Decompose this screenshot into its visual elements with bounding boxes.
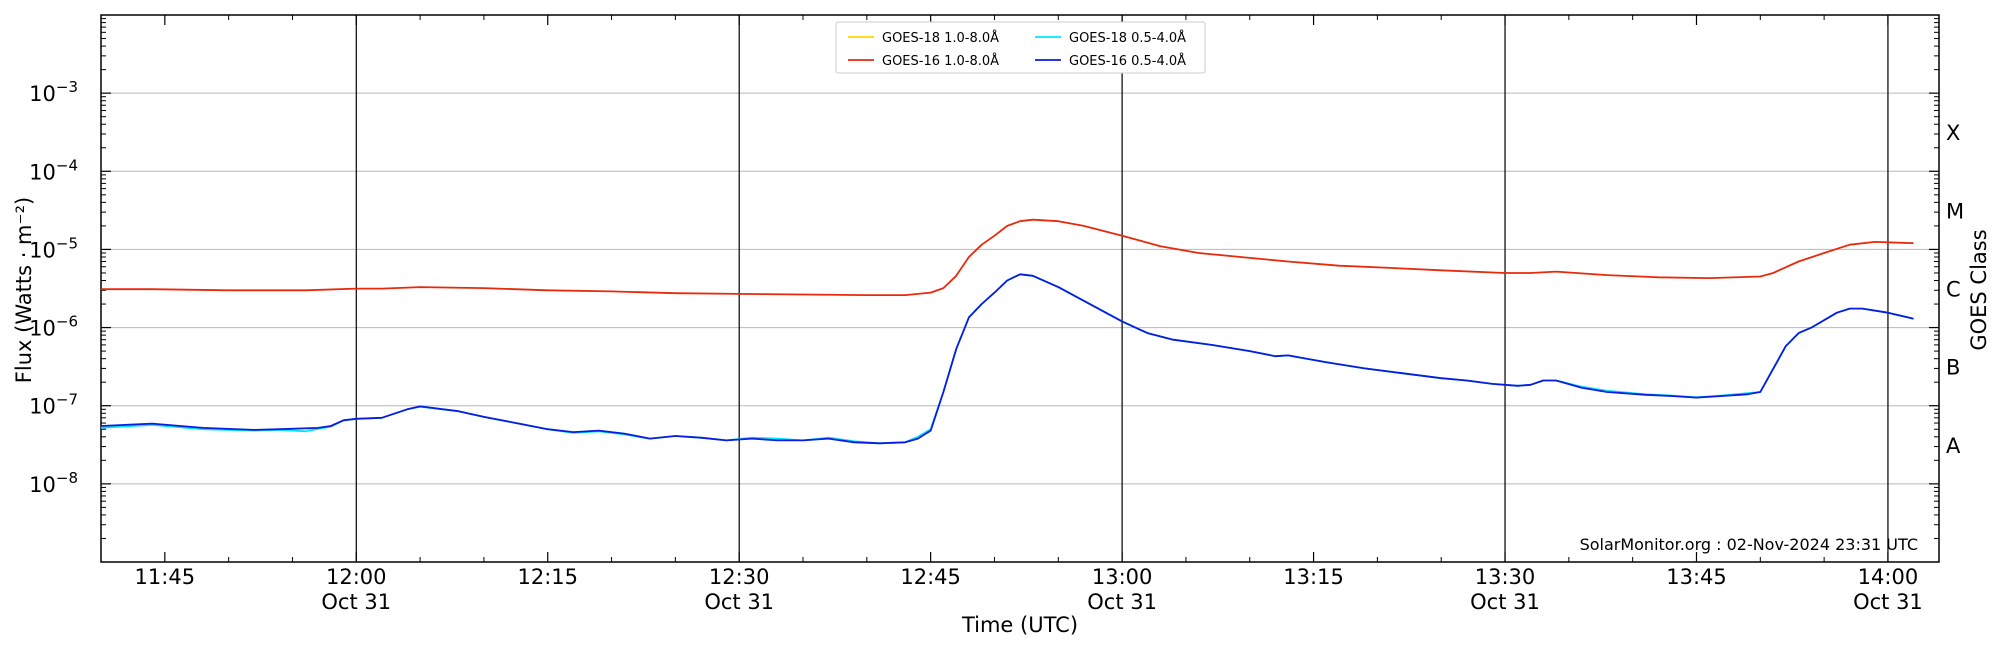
x-tick-label: 14:00 [1858,565,1919,589]
goes-class-label: A [1946,434,1961,458]
legend-label: GOES-18 1.0-8.0Å [882,30,999,46]
x-tick-date-label: Oct 31 [1087,590,1157,614]
y-axis-label: Flux (Watts · m⁻²) [12,197,36,383]
x-tick-date-label: Oct 31 [321,590,391,614]
goes-class-label: B [1946,356,1960,380]
y-axis-ticks: 10−8 10−7 10−6 10−5 10−4 10−3 [29,18,1939,539]
goes-class-label: M [1946,199,1964,223]
x-tick-label: 12:30 [709,565,770,589]
horizontal-grid [101,92,1939,485]
x-tick-date-label: Oct 31 [1853,590,1923,614]
x-tick-label: 13:00 [1092,565,1153,589]
x-tick-label: 12:45 [900,565,961,589]
credit-text: SolarMonitor.org : 02-Nov-2024 23:31 UTC [1580,535,1918,554]
x-tick-date-label: Oct 31 [704,590,774,614]
goes-class-axis-label: GOES Class [1967,229,1991,350]
x-tick-label: 11:45 [135,565,196,589]
y-tick-label: 10−7 [29,391,78,419]
series-lines [100,218,1914,445]
y-tick-label: 10−8 [29,469,78,497]
y-tick-label: 10−5 [29,234,78,262]
legend-label: GOES-16 0.5-4.0Å [1069,53,1186,69]
legend-label: GOES-16 1.0-8.0Å [882,53,999,69]
y-tick-label: 10−3 [29,78,78,106]
goes-class-label: X [1946,121,1960,145]
goes-class-label: C [1946,278,1961,302]
x-axis-label: Time (UTC) [961,613,1078,637]
legend-box [835,21,1206,74]
x-tick-date-label: Oct 31 [1470,590,1540,614]
x-tick-label: 12:15 [517,565,578,589]
series-line [101,218,1914,296]
y-tick-label: 10−6 [29,313,78,341]
x-tick-label: 13:15 [1283,565,1344,589]
legend-label: GOES-18 0.5-4.0Å [1069,30,1186,46]
y-tick-label: 10−4 [29,156,78,184]
x-tick-label: 13:45 [1666,565,1727,589]
x-tick-label: 13:30 [1475,565,1536,589]
day-hour-lines [355,15,1889,562]
goes-class-axis: A B C M X [1946,121,1964,458]
series-line [100,273,1914,445]
x-tick-label: 12:00 [326,565,387,589]
legend: GOES-18 1.0-8.0Å GOES-18 0.5-4.0Å GOES-16 … [835,21,1206,74]
